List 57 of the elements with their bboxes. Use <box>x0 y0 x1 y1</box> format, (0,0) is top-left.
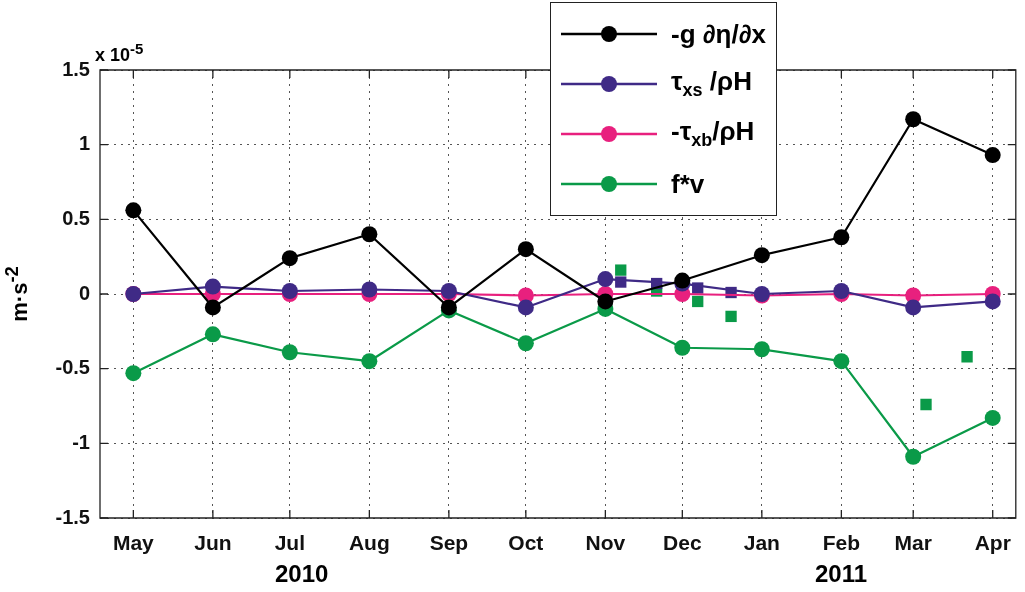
point <box>597 271 614 288</box>
point <box>905 299 922 316</box>
point <box>833 353 850 370</box>
x-tick-label: Nov <box>585 531 626 555</box>
text: 2010 <box>275 560 329 588</box>
point <box>984 147 1001 164</box>
point <box>905 448 922 465</box>
x-tick-label: Dec <box>663 531 702 555</box>
point <box>961 351 973 363</box>
point <box>204 299 221 316</box>
point <box>125 202 142 219</box>
point <box>692 295 704 308</box>
point <box>281 344 298 361</box>
text: x 10$^{-5}$ <box>95 40 144 66</box>
point <box>905 111 922 128</box>
point <box>674 339 691 356</box>
y-tick-label: 1 <box>78 132 90 155</box>
point <box>125 365 142 382</box>
point <box>597 293 614 310</box>
point <box>281 250 298 267</box>
point <box>753 341 770 358</box>
point <box>984 409 1001 426</box>
y-tick-label: 1.5 <box>62 57 90 80</box>
x-tick-label: May <box>112 531 155 555</box>
x-tick-label: Aug <box>348 531 390 555</box>
point <box>984 293 1001 310</box>
x-tick-label: Apr <box>974 531 1011 555</box>
point <box>615 264 627 276</box>
y-tick-label: -1.5 <box>55 505 90 528</box>
x-tick-label: Sep <box>429 531 469 555</box>
point <box>361 281 378 298</box>
point <box>204 326 221 343</box>
point <box>517 241 534 258</box>
x-tick-label: Jan <box>743 531 780 555</box>
legend-label: f*v <box>671 168 705 200</box>
y-tick-label: 0 <box>78 281 90 304</box>
point <box>753 247 770 264</box>
legend-label: -g ∂η/∂x <box>671 18 767 50</box>
point <box>920 398 932 411</box>
y-tick-label: -0.5 <box>55 356 90 379</box>
text: 2011 <box>815 560 868 588</box>
point <box>833 229 850 246</box>
x-tick-label: Oct <box>508 531 544 555</box>
x-tick-label: Feb <box>822 531 861 555</box>
x-tick-label: Jul <box>274 531 305 555</box>
x-tick-label: Jun <box>194 531 232 555</box>
y-tick-label: 0.5 <box>62 206 90 229</box>
legend-label: τ$_{xs}$ /ρH <box>671 66 752 102</box>
legend-label: -τ$_{xb}$/ρH <box>671 116 755 152</box>
point <box>204 278 221 295</box>
point <box>517 299 534 316</box>
point <box>361 226 378 243</box>
y-tick-label: -1 <box>72 430 90 453</box>
point <box>361 353 378 370</box>
point <box>517 335 534 352</box>
point <box>725 310 737 323</box>
x-tick-label: Mar <box>894 531 932 555</box>
